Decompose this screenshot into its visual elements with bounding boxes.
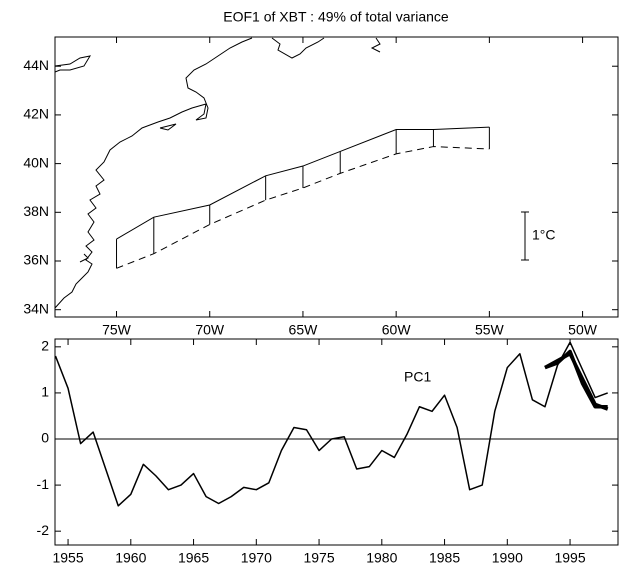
y-tick-label: -1 <box>37 476 50 492</box>
y-tick-label: 40N <box>23 154 49 170</box>
x-tick-label: 65W <box>289 322 319 338</box>
y-tick-label: 2 <box>41 338 49 354</box>
series-line <box>54 341 608 507</box>
x-tick-label: 1965 <box>178 550 209 566</box>
x-tick-label: 70W <box>195 322 225 338</box>
y-tick-label: 0 <box>41 430 49 446</box>
annotation: PC1 <box>404 369 431 385</box>
x-tick-label: 1980 <box>366 550 397 566</box>
plot-frame <box>54 36 619 318</box>
x-tick-label: 1960 <box>115 550 146 566</box>
x-tick-label: 50W <box>568 322 598 338</box>
x-tick-label: 55W <box>475 322 505 338</box>
section-line <box>116 146 490 269</box>
x-tick-label: 1995 <box>554 550 585 566</box>
y-tick-label: 36N <box>23 252 49 268</box>
series-line <box>544 351 609 411</box>
plot-frame <box>54 338 619 546</box>
x-tick-label: 1955 <box>52 550 83 566</box>
y-tick-label: 1 <box>41 384 49 400</box>
section-line <box>116 126 490 240</box>
x-tick-label: 1970 <box>241 550 272 566</box>
y-tick-label: 34N <box>23 300 49 316</box>
x-tick-label: 1975 <box>303 550 334 566</box>
y-tick-label: 42N <box>23 106 49 122</box>
x-tick-label: 75W <box>102 322 132 338</box>
x-tick-label: 60W <box>382 322 412 338</box>
chart-title: EOF1 of XBT : 49% of total variance <box>223 9 449 25</box>
y-tick-label: -2 <box>37 522 50 538</box>
x-tick-label: 1985 <box>429 550 460 566</box>
series-line <box>544 349 608 409</box>
x-tick-label: 1990 <box>492 550 523 566</box>
coastline <box>54 37 381 309</box>
y-tick-label: 44N <box>23 57 49 73</box>
y-tick-label: 38N <box>23 203 49 219</box>
scale-label: 1°C <box>532 227 556 243</box>
